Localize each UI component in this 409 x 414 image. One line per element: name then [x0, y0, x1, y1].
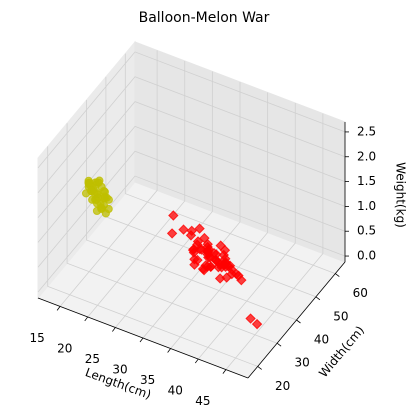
x-tick-label: 35 — [140, 373, 155, 387]
x-tick-label: 25 — [85, 352, 100, 366]
tick-mark — [335, 273, 340, 277]
tick-mark — [167, 348, 171, 353]
x-tick-label: 30 — [112, 363, 127, 377]
point — [219, 245, 231, 256]
grid-line — [37, 101, 346, 218]
point — [99, 201, 109, 210]
grid-line — [37, 150, 346, 268]
point — [95, 176, 104, 185]
tick-mark — [194, 358, 199, 364]
tick-mark — [139, 337, 144, 343]
point — [200, 260, 211, 271]
point — [168, 210, 179, 221]
tick-mark — [315, 296, 321, 301]
tick-mark — [222, 369, 227, 374]
point — [92, 188, 102, 198]
tick-mark — [112, 327, 116, 332]
z-tick-label: 2.5 — [357, 124, 376, 138]
point — [226, 264, 237, 275]
point — [251, 318, 263, 330]
z-tick-label: 1.5 — [357, 174, 376, 188]
grid-line — [87, 60, 186, 318]
grid-line — [59, 50, 158, 307]
grid-line — [37, 175, 346, 293]
grid-line — [170, 92, 269, 349]
grid-line — [37, 51, 346, 169]
grid-line — [124, 53, 336, 274]
x-tick-label: 15 — [29, 331, 44, 345]
point — [214, 273, 226, 284]
grid-line — [225, 113, 324, 370]
y-tick-label: 20 — [275, 379, 290, 393]
y-tick-label: 50 — [333, 309, 348, 323]
point — [220, 258, 232, 269]
y-tick-label: 40 — [314, 333, 329, 347]
tick-mark — [276, 342, 282, 347]
point — [187, 244, 199, 256]
z-tick-label: 0.0 — [357, 249, 376, 263]
z-tick-label: 2.0 — [357, 149, 376, 163]
x-axis-line — [37, 297, 249, 379]
point — [221, 272, 232, 283]
tick-mark — [84, 316, 89, 322]
y-tick-label: 60 — [353, 286, 368, 300]
point — [100, 192, 109, 201]
grid-line — [37, 125, 346, 243]
tick-mark — [257, 366, 262, 370]
z-axis-label: Weight(kg) — [394, 162, 408, 228]
point — [236, 274, 247, 286]
tick-mark — [56, 306, 61, 311]
point — [202, 246, 213, 257]
grid-line — [66, 123, 278, 344]
point — [185, 230, 197, 241]
y-tick-label: 30 — [294, 356, 309, 370]
point — [91, 195, 100, 204]
point — [213, 261, 224, 273]
x-tick-label: 20 — [57, 341, 72, 355]
grid-line — [142, 82, 241, 339]
grid-line — [47, 146, 258, 367]
point — [194, 223, 205, 234]
point — [192, 239, 203, 250]
grid-line — [37, 76, 346, 194]
grid-line — [115, 71, 213, 328]
z-tick-label: 1.0 — [357, 199, 376, 213]
y-axis-line — [247, 261, 346, 379]
point — [166, 228, 178, 239]
grid-line — [197, 103, 296, 360]
grid-line — [86, 100, 297, 321]
point — [189, 259, 200, 270]
point — [178, 224, 189, 235]
chart-title: Balloon-Melon War — [139, 10, 270, 26]
x-tick-label: 40 — [168, 384, 183, 398]
point — [85, 178, 94, 187]
x-tick-label: 45 — [195, 394, 210, 408]
tick-mark — [296, 319, 301, 324]
z-tick-label: 0.5 — [357, 224, 376, 238]
point — [245, 313, 256, 324]
